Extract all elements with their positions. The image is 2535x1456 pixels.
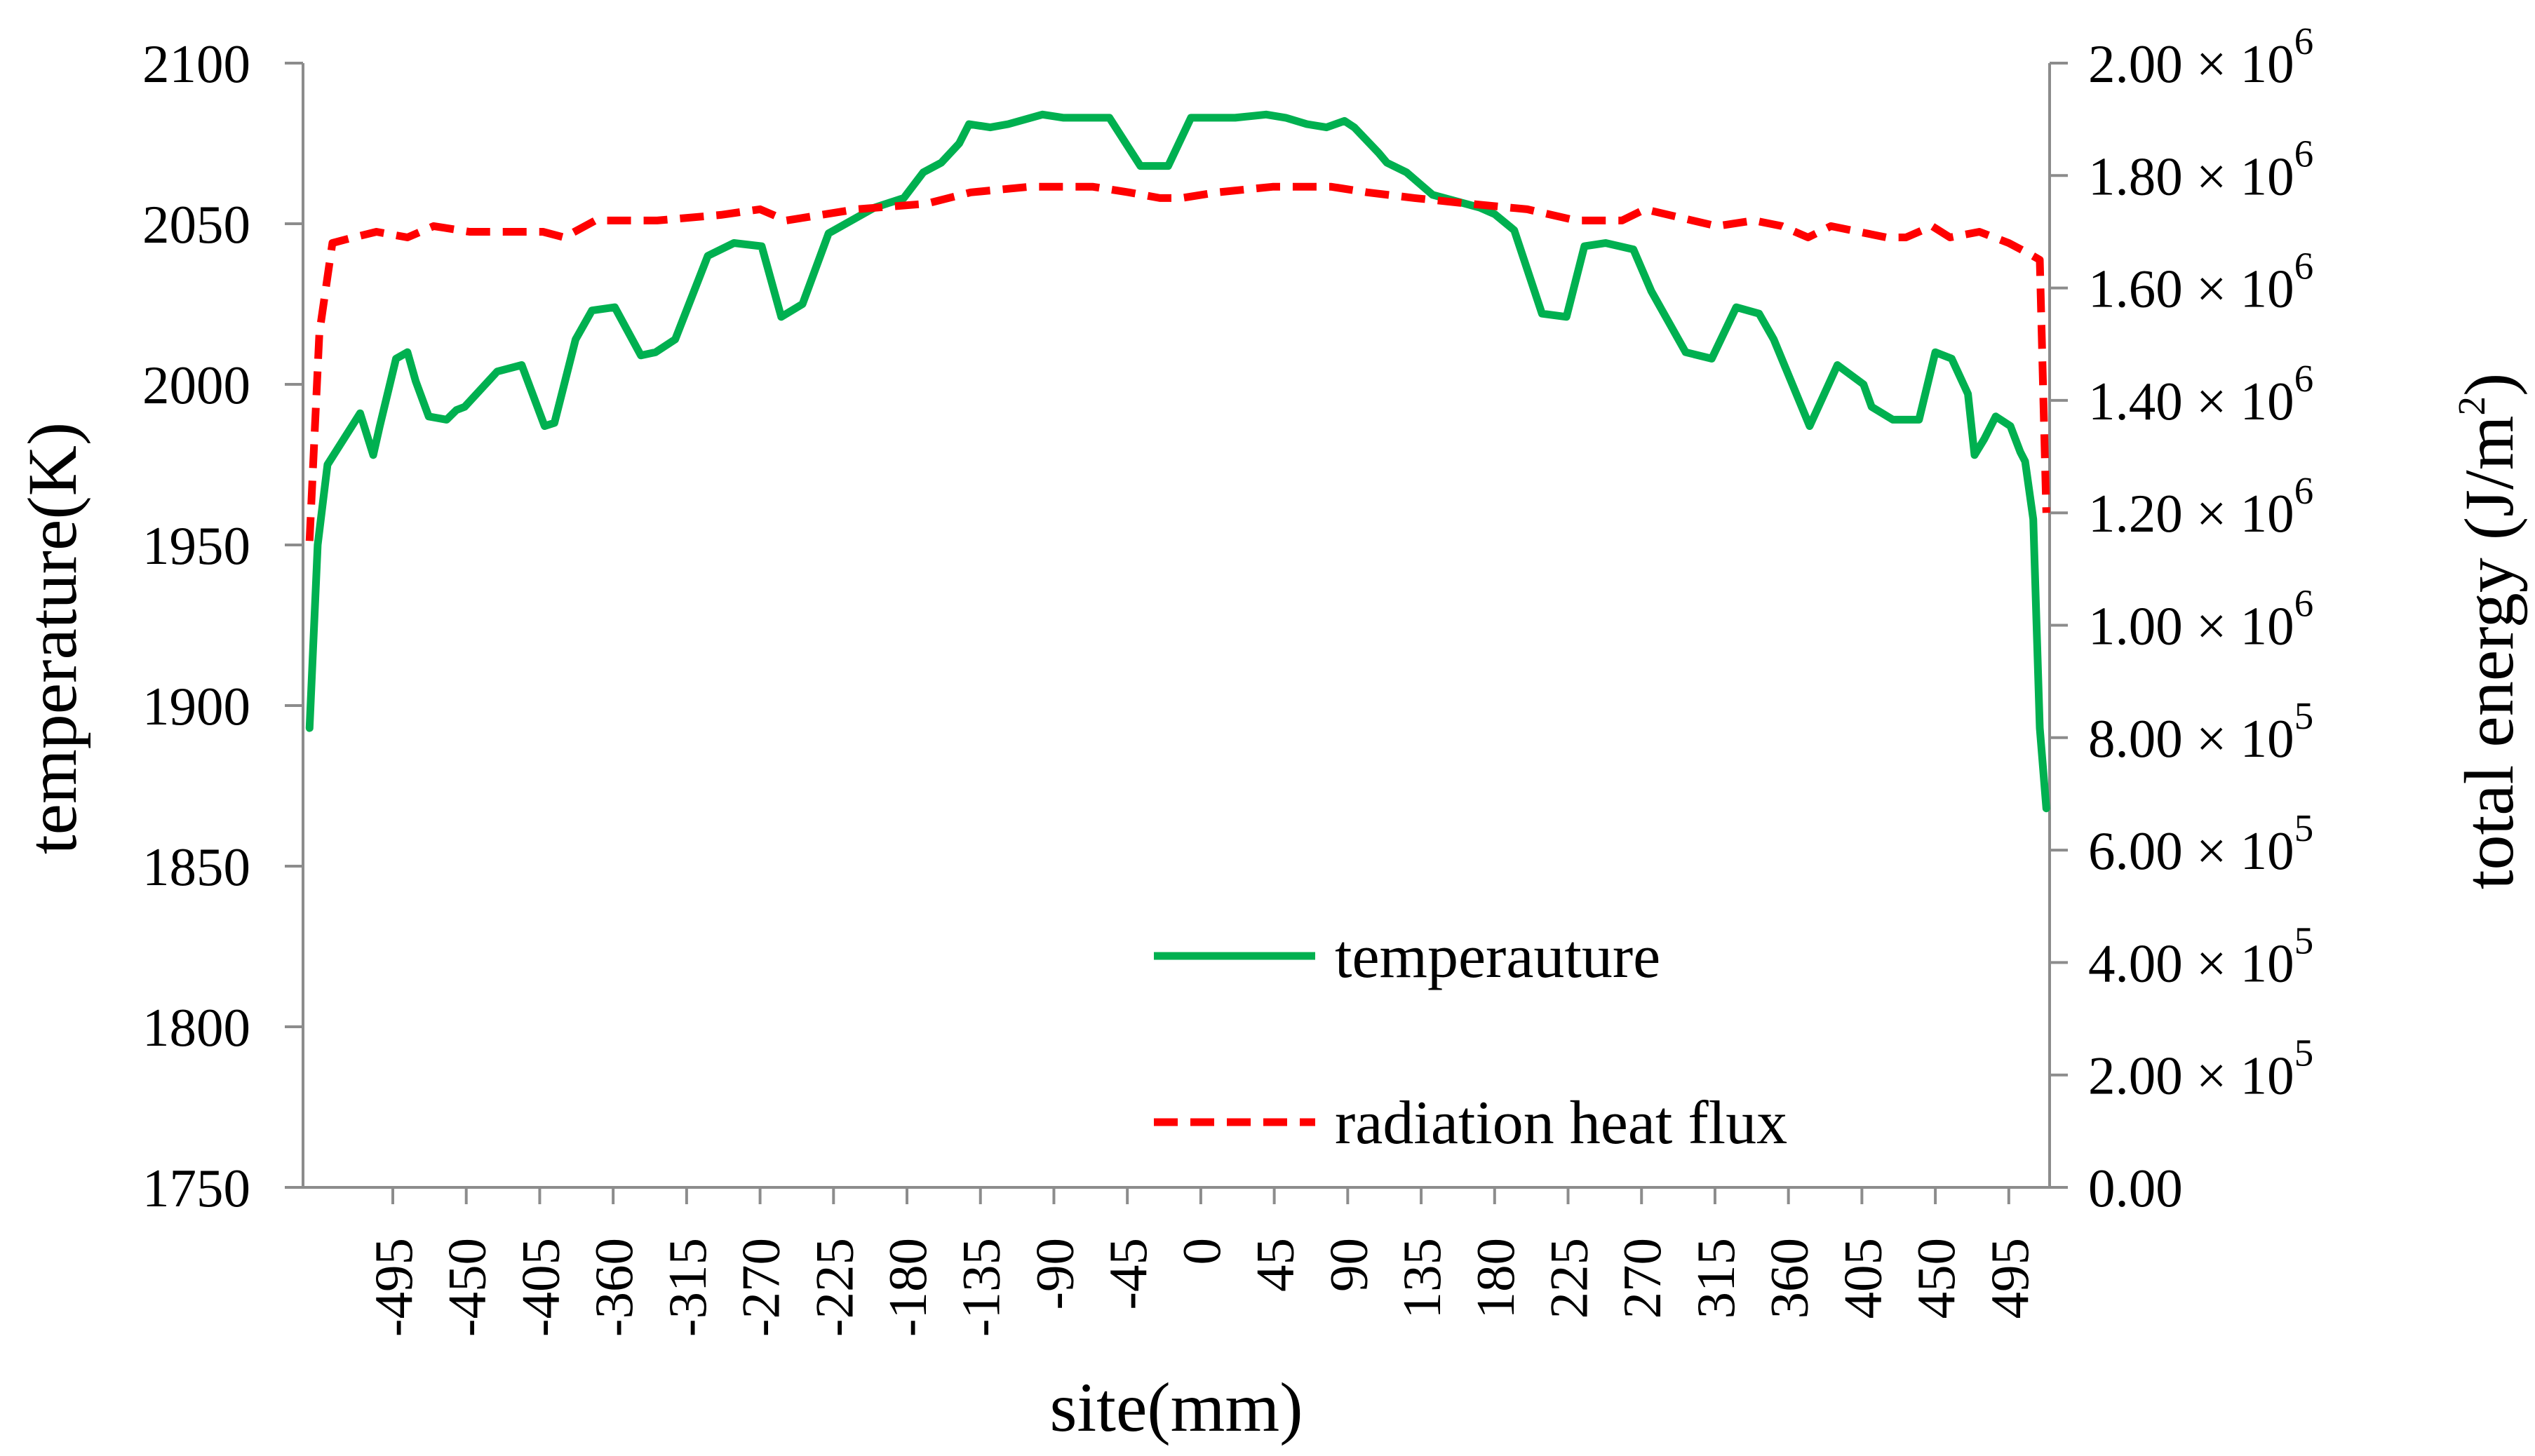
right-tick-label: 1.80 × 106	[2088, 132, 2313, 206]
right-tick-label: 0.00	[2088, 1158, 2183, 1218]
right-tick-label: 4.00 × 105	[2088, 919, 2313, 993]
x-tick-label: 315	[1686, 1238, 1746, 1319]
right-tick-mantissa: 1.60 × 10	[2088, 259, 2294, 319]
x-tick-label: 360	[1759, 1238, 1820, 1319]
series-line-radiation-heat-flux	[305, 182, 2050, 541]
right-tick-label: 8.00 × 105	[2088, 694, 2313, 769]
left-axis-title: temperature(K)	[13, 422, 91, 854]
right-tick-exponent: 5	[2294, 694, 2314, 737]
x-tick-label: 270	[1612, 1238, 1672, 1319]
left-tick-label: 1850	[142, 837, 250, 897]
right-tick-label: 2.00 × 105	[2088, 1032, 2313, 1106]
x-tick-label: -360	[584, 1238, 644, 1337]
left-tick-label: 2050	[142, 194, 250, 255]
right-tick-mantissa: 2.00 × 10	[2088, 1046, 2294, 1106]
x-tick-label: 450	[1906, 1238, 1966, 1319]
right-tick-exponent: 6	[2294, 20, 2314, 62]
x-tick-label: 495	[1979, 1238, 2040, 1319]
right-tick-mantissa: 6.00 × 10	[2088, 821, 2294, 881]
axes	[302, 63, 2051, 1189]
right-tick-label: 1.60 × 106	[2088, 245, 2313, 319]
right-tick-exponent: 6	[2294, 132, 2314, 175]
left-tick-label: 1900	[142, 676, 250, 736]
legend-label-temperature: temperauture	[1335, 923, 1660, 991]
x-tick-label: -315	[657, 1238, 718, 1337]
right-tick-mantissa: 1.20 × 10	[2088, 483, 2294, 544]
x-tick-label: -225	[804, 1238, 864, 1337]
right-axis-title-exp: 2	[2450, 396, 2493, 416]
right-tick-exponent: 6	[2294, 357, 2314, 400]
right-tick-label: 1.00 × 106	[2088, 582, 2313, 656]
legend: temperauture radiation heat flux	[1154, 923, 1787, 1157]
right-tick-exponent: 6	[2294, 469, 2314, 512]
right-tick-label: 2.00 × 106	[2088, 20, 2313, 94]
right-tick-label: 6.00 × 105	[2088, 807, 2313, 881]
series-line-temperauture	[305, 110, 2050, 813]
x-tick-label: -450	[437, 1238, 497, 1337]
x-tick-label: -90	[1024, 1238, 1084, 1310]
x-tick-label: -270	[731, 1238, 791, 1337]
left-tick-label: 1950	[142, 515, 250, 576]
right-tick-mantissa: 1.40 × 10	[2088, 371, 2294, 431]
x-tick-label: -45	[1098, 1238, 1158, 1310]
x-tick-label: 90	[1318, 1238, 1378, 1292]
x-tick-label: -495	[363, 1238, 424, 1337]
x-tick-label: -135	[951, 1238, 1011, 1337]
x-tick-label: 0	[1171, 1238, 1232, 1265]
left-tick-label: 1800	[142, 997, 250, 1058]
x-tick-label: 135	[1392, 1238, 1452, 1319]
right-tick-label: 1.20 × 106	[2088, 469, 2313, 544]
right-tick-mantissa: 1.00 × 10	[2088, 596, 2294, 656]
x-tick-label: 45	[1245, 1238, 1305, 1292]
right-tick-mantissa: 8.00 × 10	[2088, 708, 2294, 769]
x-axis-title: site(mm)	[1049, 1368, 1303, 1446]
left-tick-label: 2100	[142, 34, 250, 94]
right-axis-title: total energy (J/m2)	[2450, 373, 2528, 890]
right-tick-exponent: 6	[2294, 582, 2314, 625]
right-tick-exponent: 5	[2294, 1032, 2314, 1074]
series-layer	[305, 110, 2050, 813]
right-tick-mantissa: 2.00 × 10	[2088, 34, 2294, 94]
x-tick-label: 225	[1539, 1238, 1599, 1319]
right-tick-exponent: 5	[2294, 807, 2314, 849]
x-tick-label: 180	[1465, 1238, 1526, 1319]
left-axis-ticks: 1750 1800 1850 1900 1950 2000 2050 2100	[142, 34, 303, 1218]
right-axis-title-close: )	[2450, 373, 2528, 396]
legend-label-radiation-heat-flux: radiation heat flux	[1335, 1089, 1787, 1157]
x-tick-label: -405	[510, 1238, 570, 1337]
right-tick-mantissa: 1.80 × 10	[2088, 146, 2294, 206]
right-tick-exponent: 6	[2294, 245, 2314, 288]
left-tick-label: 1750	[142, 1158, 250, 1218]
right-tick-exponent: 5	[2294, 919, 2314, 962]
x-tick-label: 405	[1832, 1238, 1892, 1319]
left-tick-label: 2000	[142, 355, 250, 415]
x-axis-ticks: -495 -450 -405 -360 -315 -270 -225 -180 -135 -90-…	[363, 1187, 2040, 1337]
right-tick-label: 1.40 × 106	[2088, 357, 2313, 431]
right-tick-mantissa: 4.00 × 10	[2088, 933, 2294, 993]
right-axis-title-base: total energy (J/m	[2450, 416, 2528, 890]
x-tick-label: -180	[878, 1238, 938, 1337]
